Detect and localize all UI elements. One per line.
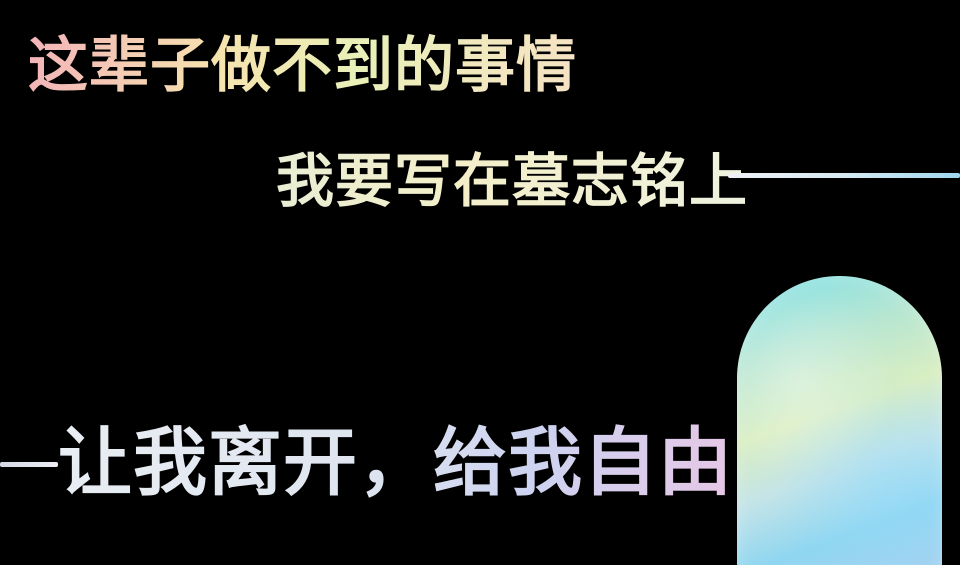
headline-line-1: 这辈子做不到的事情 — [28, 31, 577, 101]
decorative-line-right — [728, 173, 960, 178]
decorative-line-left — [0, 462, 58, 467]
holographic-arch-shape — [737, 276, 942, 565]
headline-line-2: 我要写在墓志铭上 — [276, 147, 749, 215]
headline-line-3: 让我离开，给我自由 — [58, 420, 733, 506]
